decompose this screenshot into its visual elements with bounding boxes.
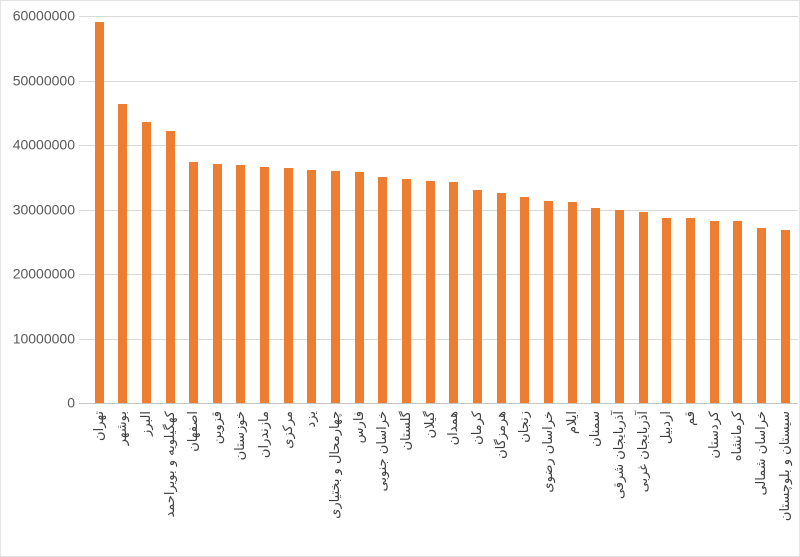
x-axis-label: کردستان (706, 411, 722, 459)
bar (449, 182, 459, 403)
gridline (79, 16, 798, 17)
x-axis-label: یزد (304, 411, 320, 428)
bar (473, 190, 482, 403)
bar (260, 166, 270, 403)
gridline (79, 145, 798, 146)
bar (94, 22, 104, 403)
x-axis-label: قم (682, 411, 698, 426)
x-axis-label: همدان (446, 411, 462, 446)
x-axis-label: کهگیلویه و بویراحمد (162, 411, 178, 518)
y-axis-tick-label: 10000000 (12, 330, 75, 347)
x-axis-label: چهارمحال و بختیاری (328, 411, 344, 519)
x-axis-label: گیلان (422, 411, 438, 439)
x-axis-label: بوشهر (115, 411, 131, 446)
bar (425, 181, 435, 403)
bar (567, 202, 577, 403)
x-axis-label: البرز (138, 411, 154, 436)
bar (756, 228, 766, 403)
x-axis-label: خراسان رضوی (540, 411, 556, 493)
x-axis-label: اصفهان (186, 411, 202, 452)
x-axis-label: اردبیل (659, 411, 675, 445)
bar (709, 220, 719, 403)
y-axis-tick-label: 0 (67, 394, 75, 411)
bar (118, 103, 128, 403)
bar (733, 220, 743, 403)
bar (354, 172, 364, 403)
x-axis-label: آذربایجان شرقی (611, 411, 627, 500)
bar (378, 177, 388, 404)
x-axis-label: کرمان (470, 411, 485, 445)
gridline (79, 81, 798, 82)
bar (212, 164, 222, 403)
bar (520, 196, 530, 403)
x-axis-label: ایلام (564, 411, 580, 435)
gridline (79, 210, 798, 211)
x-axis-label: قزوین (209, 411, 225, 445)
x-axis-label: خراسان شمالی (753, 411, 769, 496)
x-axis-label: فارس (351, 411, 367, 444)
x-axis-label: مازندران (257, 411, 273, 459)
y-axis-tick-label: 60000000 (12, 7, 75, 24)
bar (685, 217, 695, 403)
x-axis-line (79, 403, 798, 404)
bar (331, 171, 341, 403)
y-axis-tick-label: 40000000 (12, 136, 75, 153)
bar (780, 229, 790, 403)
x-axis-label: سیستان و بلوچستان (777, 411, 793, 522)
x-axis-label: خراسان جنوبی (375, 411, 391, 492)
bar (591, 208, 601, 403)
bar (141, 122, 151, 403)
x-axis-label: کرمانشاه (730, 411, 746, 462)
bar (236, 165, 246, 403)
x-axis-label: تهران (91, 411, 107, 441)
bar (614, 209, 624, 403)
x-axis-label: هرمزگان (493, 411, 509, 459)
bar (165, 130, 175, 403)
bar (496, 192, 506, 403)
x-axis-label: گلستان (399, 411, 414, 451)
bar (543, 201, 553, 403)
x-axis-label: خوزستان (233, 411, 249, 461)
bar (662, 217, 672, 403)
bar (307, 170, 317, 403)
x-axis-label: زنجان (517, 411, 533, 443)
x-axis-label: آذربایجان غربی (635, 411, 651, 493)
gridline (79, 339, 798, 340)
bar (402, 178, 411, 403)
bar (283, 168, 293, 403)
y-axis-tick-label: 30000000 (12, 201, 75, 218)
y-axis-tick-label: 20000000 (12, 265, 75, 282)
bar (189, 161, 199, 403)
gridline (79, 274, 798, 275)
bar (638, 212, 648, 403)
y-axis-tick-label: 50000000 (12, 72, 75, 89)
x-axis-label: سمنان (588, 411, 604, 447)
x-axis-label: مرکزی (280, 411, 296, 449)
